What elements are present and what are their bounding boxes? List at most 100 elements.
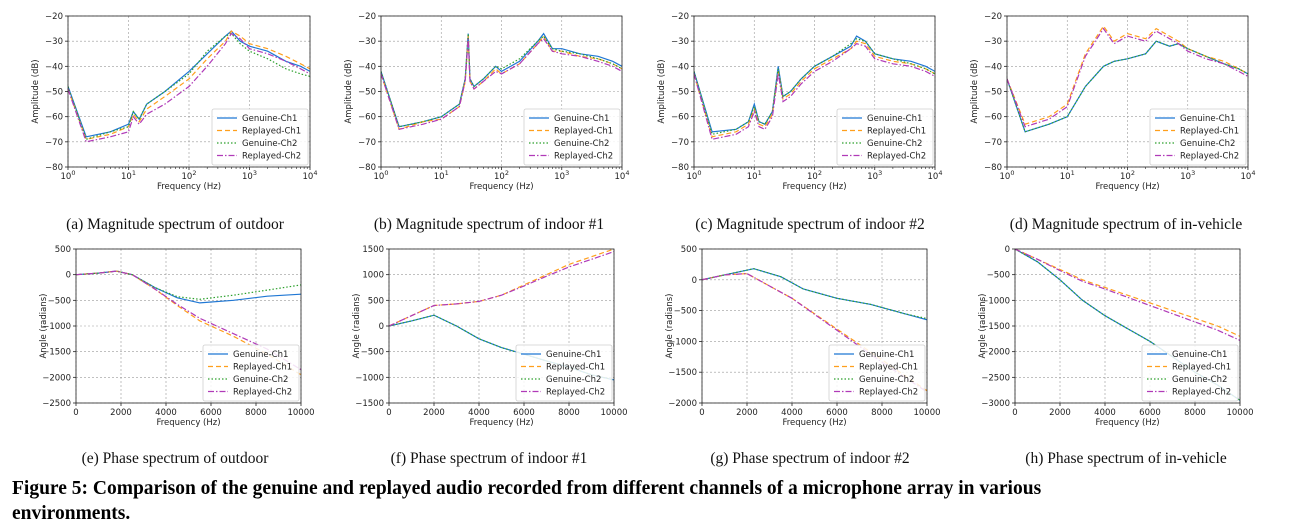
y-tick-label: −30 — [984, 37, 1002, 47]
legend-label: Replayed-Ch2 — [859, 388, 918, 398]
x-tick-label: 102 — [807, 169, 822, 182]
x-tick-label: 0 — [1012, 408, 1017, 418]
legend-label: Replayed-Ch2 — [242, 152, 301, 162]
y-axis-label: Angle (radians) — [665, 293, 675, 358]
x-tick-label: 104 — [928, 169, 943, 182]
y-tick-label: −50 — [671, 88, 689, 98]
plot-frame — [1014, 248, 1241, 404]
series-genuine-ch2 — [1007, 40, 1248, 133]
y-axis-label: Angle (radians) — [352, 293, 362, 358]
x-tick-label: 104 — [1241, 169, 1256, 182]
legend-label: Genuine-Ch1 — [867, 114, 922, 124]
subfigure-caption: (h) Phase spectrum of in-vehicle — [1025, 450, 1227, 467]
legend-label: Replayed-Ch1 — [867, 127, 926, 137]
x-tick-label: 104 — [303, 169, 318, 182]
y-tick-label: −1500 — [668, 368, 697, 378]
series-genuine-ch2 — [702, 268, 927, 320]
y-axis-label: Angle (radians) — [978, 293, 988, 358]
x-tick-label: 103 — [867, 169, 882, 182]
legend-label: Replayed-Ch2 — [1180, 152, 1239, 162]
x-axis-label: Frequency (Hz) — [782, 182, 846, 192]
y-tick-label: 0 — [379, 322, 384, 332]
legend-box — [836, 108, 934, 166]
plot-frame — [388, 248, 615, 404]
legend-label: Genuine-Ch2 — [859, 375, 914, 385]
y-tick-label: −70 — [45, 138, 63, 148]
y-tick-label: −70 — [984, 138, 1002, 148]
legend-label: Replayed-Ch2 — [546, 388, 605, 398]
plot-frame — [380, 15, 623, 168]
legend-label: Genuine-Ch1 — [1180, 114, 1235, 124]
y-tick-label: −20 — [45, 12, 63, 22]
x-tick-label: 102 — [1120, 169, 1135, 182]
legend-label: Genuine-Ch2 — [554, 139, 609, 149]
series-replayed-ch1 — [694, 40, 935, 138]
chart-d: 100 101 102 103 104−80−70−60−50−40−30−20Freq… — [970, 12, 1255, 233]
x-tick-label: 102 — [182, 169, 197, 182]
legend-box — [202, 344, 300, 402]
y-tick-label: −30 — [45, 37, 63, 47]
series-genuine-ch2 — [68, 32, 310, 141]
legend: Genuine-Ch1 Replayed-Ch1 Genuine-Ch2 Replay… — [828, 344, 926, 402]
y-axis-label: Angle (radians) — [39, 293, 49, 358]
x-tick-label: 4000 — [155, 408, 177, 418]
x-tick-label: 4000 — [1094, 408, 1116, 418]
y-tick-label: −2000 — [42, 373, 71, 383]
legend: Genuine-Ch1 Replayed-Ch1 Genuine-Ch2 Replay… — [1149, 108, 1247, 166]
x-tick-label: 0 — [73, 408, 78, 418]
chart-g: 0 2000 4000 6000 8000 10000 −2000 −1500 −1000 −50… — [665, 245, 941, 467]
y-tick-label: −1500 — [981, 322, 1010, 332]
x-tick-label: 101 — [121, 169, 136, 182]
series-replayed-ch1 — [68, 30, 310, 140]
x-tick-label: 2000 — [423, 408, 445, 418]
plot-frame — [693, 15, 936, 168]
x-tick-label: 103 — [554, 169, 569, 182]
x-tick-label: 8000 — [1184, 408, 1206, 418]
legend-label: Replayed-Ch1 — [546, 363, 605, 373]
x-axis-label: Frequency (Hz) — [1095, 418, 1159, 428]
y-tick-label: −30 — [671, 37, 689, 47]
x-tick-label: 0 — [386, 408, 391, 418]
legend-box — [828, 344, 926, 402]
legend-label: Genuine-Ch2 — [233, 375, 288, 385]
legend-label: Genuine-Ch1 — [554, 114, 609, 124]
series-replayed-ch1 — [1015, 249, 1240, 337]
legend-label: Replayed-Ch2 — [233, 388, 292, 398]
y-tick-label: −1500 — [42, 348, 71, 358]
y-tick-label: −70 — [358, 138, 376, 148]
chart-b: 100 101 102 103 104−80−70−60−50−40−30−20Freq… — [344, 12, 629, 233]
series-replayed-ch2 — [694, 43, 935, 141]
x-axis-label: Frequency (Hz) — [469, 418, 533, 428]
legend-label: Genuine-Ch2 — [1180, 139, 1235, 149]
x-tick-label: 8000 — [871, 408, 893, 418]
y-tick-label: −20 — [984, 12, 1002, 22]
chart-f: 0 2000 4000 6000 8000 10000 −1500 −1000 −500 0 500… — [352, 245, 628, 467]
subfigure-caption: (f) Phase spectrum of indoor #1 — [391, 450, 588, 467]
series-genuine-ch1 — [68, 30, 310, 138]
y-tick-label: −80 — [671, 163, 689, 173]
x-axis-label: Frequency (Hz) — [1095, 182, 1159, 192]
legend-label: Genuine-Ch1 — [546, 350, 601, 360]
x-tick-label: 6000 — [513, 408, 535, 418]
y-tick-label: −40 — [671, 62, 689, 72]
legend: Genuine-Ch1 Replayed-Ch1 Genuine-Ch2 Replay… — [836, 108, 934, 166]
x-tick-label: 8000 — [245, 408, 267, 418]
series-genuine-ch2 — [694, 38, 935, 136]
y-tick-label: −500 — [361, 348, 384, 358]
series-genuine-ch2 — [381, 33, 622, 128]
legend-label: Replayed-Ch2 — [867, 152, 926, 162]
legend-label: Genuine-Ch1 — [859, 350, 914, 360]
chart-a: 100 101 102 103 104−80−70−60−50−40−30−20Freq… — [31, 12, 317, 233]
subfigure-caption: (d) Magnitude spectrum of in-vehicle — [1010, 216, 1243, 233]
x-tick-label: 0 — [699, 408, 704, 418]
legend: Genuine-Ch1 Replayed-Ch1 Genuine-Ch2 Replay… — [1141, 344, 1239, 402]
x-axis-label: Frequency (Hz) — [782, 418, 846, 428]
y-tick-label: −40 — [358, 62, 376, 72]
x-tick-label: 2000 — [736, 408, 758, 418]
y-tick-label: −80 — [45, 163, 63, 173]
legend: Genuine-Ch1 Replayed-Ch1 Genuine-Ch2 Replay… — [515, 344, 613, 402]
legend-box — [1149, 108, 1247, 166]
y-tick-label: −30 — [358, 37, 376, 47]
x-tick-label: 104 — [615, 169, 630, 182]
